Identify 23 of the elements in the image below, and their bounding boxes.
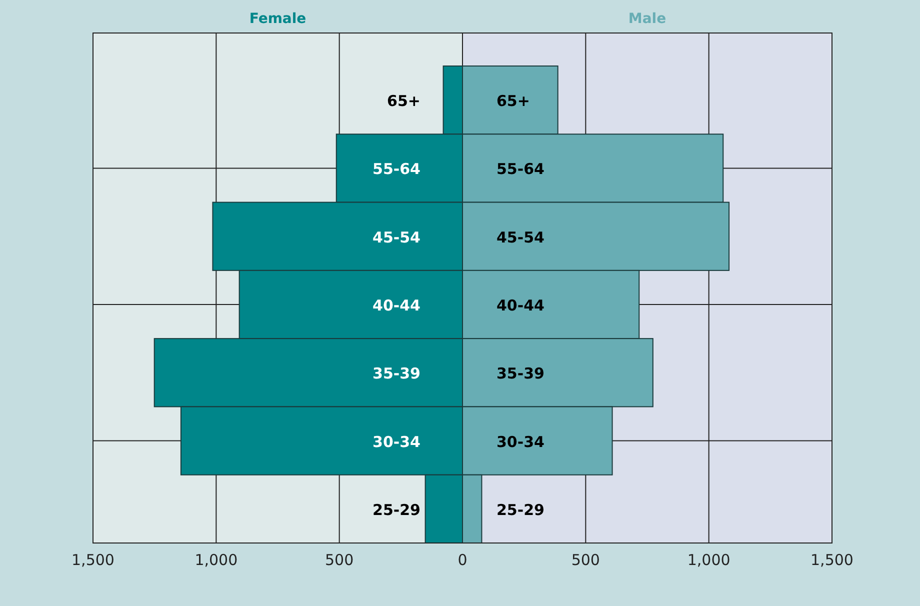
x-tick-label: 1,000 (687, 551, 730, 569)
x-tick-label: 1,000 (194, 551, 238, 569)
y-tick-label: 65+ (387, 92, 420, 110)
category-label: 65+ (496, 92, 530, 110)
text: Male (628, 11, 666, 27)
category-label: 25-29 (496, 500, 544, 519)
x-tick-label: 500 (571, 551, 600, 569)
y-tick-label: 45-54 (372, 228, 420, 246)
x-tick-label: 500 (325, 551, 354, 569)
text: Female (249, 11, 306, 27)
y-tick-label: 30-34 (372, 432, 420, 451)
y-tick-label: 35-39 (372, 364, 420, 383)
y-tick-label: 40-44 (372, 296, 420, 314)
y-tick-label: 55-64 (372, 160, 420, 178)
category-label: 35-39 (496, 364, 544, 383)
category-label: 55-64 (496, 160, 544, 178)
x-tick-label: 1,500 (810, 551, 854, 569)
category-label: 45-54 (496, 228, 544, 246)
y-tick-label: 25-29 (372, 500, 420, 519)
category-label: 40-44 (496, 296, 544, 314)
category-label: 30-34 (496, 432, 544, 451)
x-tick-label: 0 (458, 551, 468, 569)
x-tick-label: 1,500 (72, 551, 114, 569)
